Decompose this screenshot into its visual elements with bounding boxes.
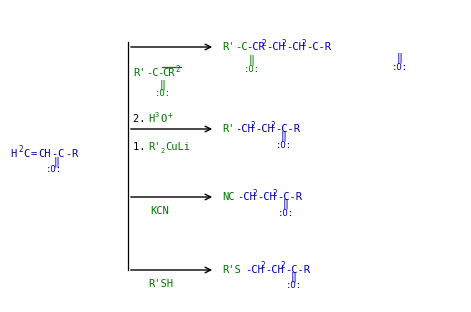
Text: CR: CR <box>162 68 174 78</box>
Text: 2: 2 <box>261 38 266 47</box>
Text: +: + <box>168 111 173 120</box>
Text: -: - <box>157 68 163 78</box>
Text: -C-R: -C-R <box>277 192 302 202</box>
Text: ‖: ‖ <box>291 272 297 282</box>
Text: R': R' <box>222 124 235 134</box>
Text: 3: 3 <box>155 112 159 118</box>
Text: :O:: :O: <box>278 208 294 217</box>
Text: :O:: :O: <box>286 281 302 290</box>
Text: 2: 2 <box>281 38 285 47</box>
Text: 2: 2 <box>175 65 179 74</box>
Text: -C: -C <box>235 42 247 52</box>
Text: ‖: ‖ <box>54 157 60 167</box>
Text: 2: 2 <box>272 188 276 197</box>
Text: -CH: -CH <box>286 42 305 52</box>
Text: :O:: :O: <box>392 62 408 71</box>
Text: H: H <box>10 149 16 159</box>
Text: ‖: ‖ <box>281 131 287 141</box>
Text: :O:: :O: <box>155 90 171 99</box>
Text: ‖: ‖ <box>160 80 166 90</box>
Text: -C-R: -C-R <box>285 265 310 275</box>
Text: KCN: KCN <box>150 206 169 216</box>
Text: :O:: :O: <box>276 140 292 149</box>
Text: NC: NC <box>222 192 235 202</box>
Text: -CH: -CH <box>265 265 284 275</box>
Text: -C: -C <box>146 68 159 78</box>
Text: R: R <box>71 149 77 159</box>
Text: O: O <box>160 114 166 124</box>
Text: 2: 2 <box>301 38 306 47</box>
Text: 2: 2 <box>18 145 23 154</box>
Text: -C-R: -C-R <box>275 124 300 134</box>
Text: 2: 2 <box>252 188 257 197</box>
Text: 2: 2 <box>280 261 284 271</box>
Text: -CH: -CH <box>255 124 274 134</box>
Text: R': R' <box>148 142 161 152</box>
Text: R': R' <box>133 68 146 78</box>
Text: ‖: ‖ <box>283 199 289 209</box>
Text: :O:: :O: <box>46 165 62 174</box>
Text: 2: 2 <box>160 148 164 154</box>
Text: -CH: -CH <box>245 265 264 275</box>
Text: ‖: ‖ <box>397 53 403 63</box>
Text: CH: CH <box>38 149 50 159</box>
Text: 1.: 1. <box>133 142 152 152</box>
Text: 2: 2 <box>260 261 265 271</box>
Text: CuLi: CuLi <box>165 142 190 152</box>
Text: 2: 2 <box>250 120 255 129</box>
Text: -: - <box>51 149 57 159</box>
Text: =: = <box>31 149 37 159</box>
Text: 2: 2 <box>270 120 275 129</box>
Text: :O:: :O: <box>244 65 260 74</box>
Text: R': R' <box>222 42 235 52</box>
Text: C: C <box>57 149 63 159</box>
Text: -CH: -CH <box>237 192 256 202</box>
Text: -CH: -CH <box>235 124 254 134</box>
Text: C: C <box>23 149 29 159</box>
Text: 2.: 2. <box>133 114 152 124</box>
Text: R'S: R'S <box>222 265 241 275</box>
Text: H: H <box>148 114 154 124</box>
Text: -CH: -CH <box>257 192 276 202</box>
Text: -CH: -CH <box>266 42 285 52</box>
Text: -CR: -CR <box>246 42 265 52</box>
Text: -: - <box>65 149 71 159</box>
Text: ‖: ‖ <box>249 55 255 65</box>
Text: R'SH: R'SH <box>148 279 173 289</box>
Text: -C-R: -C-R <box>306 42 331 52</box>
